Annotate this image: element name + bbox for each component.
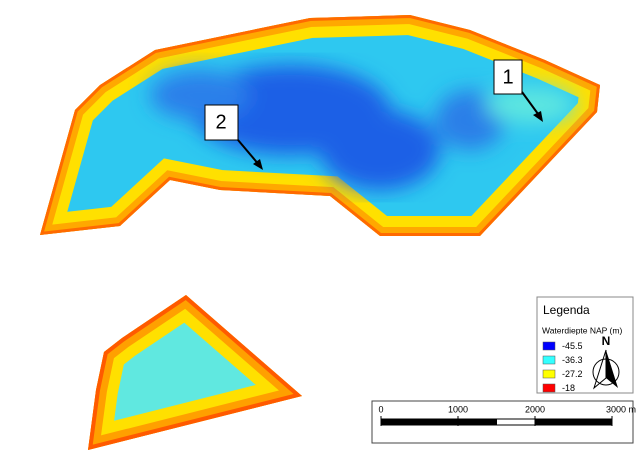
legend-label: -18 — [562, 383, 575, 393]
scale-segment — [419, 418, 459, 426]
scale-segment — [534, 418, 574, 426]
callout: 2 — [204, 104, 263, 170]
north-arrow: N — [592, 334, 620, 390]
callout-label: 2 — [215, 111, 226, 133]
scale-segment — [573, 418, 613, 426]
legend-swatch — [542, 355, 556, 365]
scale-segment — [496, 418, 536, 426]
lake-south — [88, 295, 302, 450]
scale-segment — [457, 418, 497, 426]
legend-swatch — [542, 383, 556, 393]
north-label: N — [602, 334, 611, 348]
callout: 1 — [493, 59, 543, 122]
scale-bar: 0 1000 2000 3000 m — [371, 400, 636, 444]
scale-label: 2000 — [525, 404, 545, 414]
legend-label: -27.2 — [562, 369, 583, 379]
scale-label: 3000 m — [606, 404, 636, 414]
legend-label: -45.5 — [562, 341, 583, 351]
legend-subtitle: Waterdiepte NAP (m) — [542, 325, 622, 335]
lake-north — [40, 15, 600, 236]
scale-label: 1000 — [448, 404, 468, 414]
legend-label: -36.3 — [562, 355, 583, 365]
callout-label: 1 — [502, 66, 513, 88]
legend-title: Legenda — [543, 303, 590, 317]
scale-segment — [380, 418, 420, 426]
legend: Legenda Waterdiepte NAP (m) N -45.5 -36.3… — [536, 296, 634, 394]
legend-swatch — [542, 369, 556, 379]
legend-swatch — [542, 341, 556, 351]
scale-label: 0 — [378, 404, 383, 414]
